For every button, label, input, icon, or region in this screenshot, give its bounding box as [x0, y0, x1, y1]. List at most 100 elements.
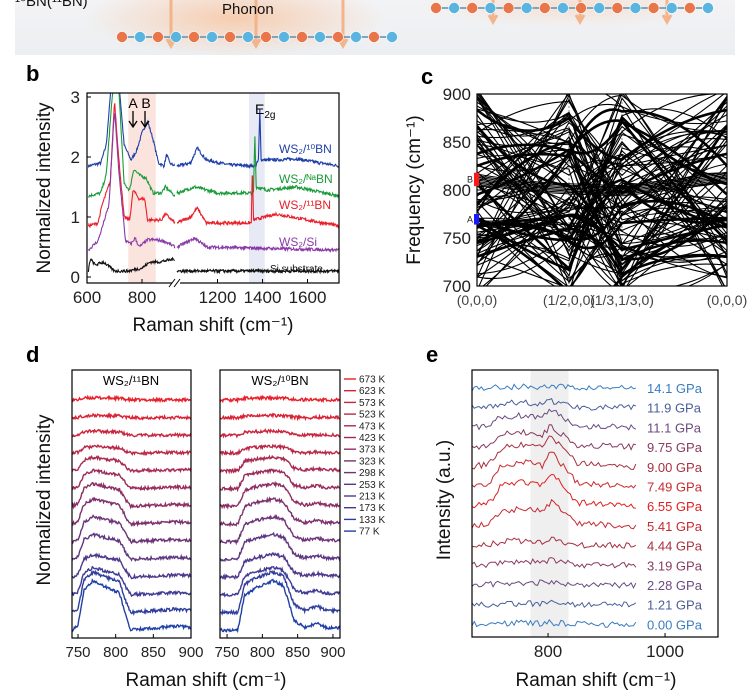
- axis-break-icon: [168, 278, 181, 288]
- panel-label-e: e: [426, 342, 438, 367]
- spectrum-line-373K: [72, 481, 191, 510]
- mode-marker-a: [474, 214, 479, 225]
- panel-e: e 800 1000 14.1 GPa 11.9 GPa 11.1 GPa 9.75 G…: [426, 342, 719, 691]
- spectrum-line-213K: [72, 552, 191, 580]
- annotation-e2g: E2g: [255, 101, 275, 121]
- spectrum-line-253K: [220, 531, 340, 563]
- atom-icon: [206, 31, 218, 43]
- phonon-band: [477, 97, 727, 262]
- spectrum-line-298K: [220, 513, 340, 546]
- y-axis-title-e: Intensity (a.u.): [434, 440, 455, 560]
- atom-icon: [116, 31, 128, 43]
- phonon-band: [477, 115, 727, 286]
- legend-label: 213 K: [359, 492, 385, 503]
- phonon-band: [477, 224, 727, 286]
- phonon-band: [477, 108, 727, 161]
- pressure-label: 11.9 GPa: [647, 401, 702, 416]
- spectrum-line-121GPa: [472, 599, 637, 608]
- phonon-band: [477, 174, 727, 190]
- x-tick-label: 850: [285, 644, 310, 661]
- spectrum-line-623K: [220, 412, 340, 422]
- spectrum-line-133K: [72, 569, 191, 616]
- atom-icon: [134, 31, 146, 43]
- phonon-band: [477, 183, 727, 272]
- mode-marker-b: [474, 172, 479, 187]
- phonon-band: [477, 176, 727, 191]
- pressure-label: 0.00 GPa: [647, 617, 703, 632]
- pressure-label: 14.1 GPa: [647, 381, 703, 396]
- y-tick-label: 1: [71, 208, 80, 227]
- legend-label: 473 K: [359, 421, 385, 432]
- panel-label-d: d: [26, 342, 39, 367]
- legend-label: 423 K: [359, 433, 385, 444]
- phonon-band: [477, 121, 727, 265]
- pressure-label: 5.41 GPa: [647, 519, 703, 534]
- atom-icon: [466, 2, 479, 14]
- y-tick-label: 800: [443, 181, 471, 200]
- atom-chains: [116, 0, 714, 50]
- atom-icon: [520, 2, 533, 14]
- x-tick-label: 850: [141, 644, 166, 661]
- spectrum-line-213K: [220, 552, 340, 581]
- annotation-a: A: [128, 95, 138, 111]
- x-tick-label: 1000: [646, 642, 684, 661]
- legend-label: 573 K: [359, 398, 385, 409]
- atom-icon: [629, 2, 642, 14]
- spectrum-line-4: [87, 256, 175, 274]
- spectrum-line-298K: [72, 514, 191, 545]
- spectrum-line-141GPa: [472, 383, 636, 392]
- pressure-label: 11.1 GPa: [647, 420, 702, 435]
- spectrum-line-444GPa: [472, 536, 637, 549]
- phonon-band: [477, 95, 727, 143]
- atom-icon: [278, 31, 290, 43]
- phonon-band: [479, 94, 718, 229]
- isotope-label: ¹⁰BN(¹¹BN): [15, 0, 88, 10]
- y-tick-label: 2: [71, 148, 80, 167]
- phonon-band: [477, 97, 727, 284]
- phonon-band: [477, 199, 727, 241]
- atom-icon: [665, 2, 678, 14]
- shaded-region: [530, 370, 569, 637]
- y-tick-label: 750: [443, 229, 471, 248]
- x-tick-label: (0,0,0): [457, 292, 497, 308]
- spectrum-line-323K: [220, 496, 340, 528]
- phonon-band: [477, 171, 727, 187]
- x-tick-label: (0,0,0): [707, 292, 747, 308]
- phonon-band: [477, 111, 727, 221]
- schematic-panel: ¹⁰BN(¹¹BN) Phonon: [15, 0, 735, 56]
- phonon-band: [477, 98, 727, 279]
- x-tick-label: 750: [66, 644, 91, 661]
- series-label-11bn: WS₂/¹¹BN: [279, 198, 331, 212]
- atom-icon: [684, 2, 696, 14]
- spectrum-line-523K: [72, 444, 191, 457]
- x-tick-label: 900: [320, 644, 345, 661]
- phonon-band: [477, 133, 727, 211]
- spectrum-line-623K: [72, 412, 191, 421]
- spectrum-line-523K: [220, 443, 340, 457]
- legend-label: 173 K: [359, 503, 385, 514]
- spectrum-line-4: [176, 267, 339, 275]
- spectrum-line-473K: [220, 454, 340, 475]
- spectrum-line-77K: [220, 578, 340, 634]
- atom-icon: [702, 2, 714, 14]
- spectrum-line-323K: [72, 496, 191, 528]
- atom-icon: [260, 31, 272, 43]
- spectrum-line-673K: [72, 394, 191, 404]
- x-tick-label: 750: [215, 644, 240, 661]
- series-label-si: WS₂/Si: [279, 235, 317, 249]
- x-tick-label: (1/3,1/3,0): [590, 292, 654, 308]
- pressure-label: 3.19 GPa: [647, 558, 703, 573]
- phonon-band: [477, 177, 727, 192]
- legend-label: 77 K: [359, 527, 380, 538]
- x-tick-label: 900: [178, 644, 203, 661]
- atom-icon: [575, 2, 587, 14]
- phonon-band: [477, 181, 727, 197]
- y-tick-label: 900: [443, 85, 471, 104]
- panel-d: d WS₂/¹¹BN WS₂/¹⁰BN 750 800 850 900 750 800 85…: [26, 342, 385, 691]
- spectrum-line-228GPa: [472, 579, 637, 589]
- phonon-band: [477, 108, 727, 278]
- phonon-band: [477, 180, 727, 239]
- spectrum-line-473K: [72, 454, 191, 474]
- atom-icon: [430, 2, 442, 14]
